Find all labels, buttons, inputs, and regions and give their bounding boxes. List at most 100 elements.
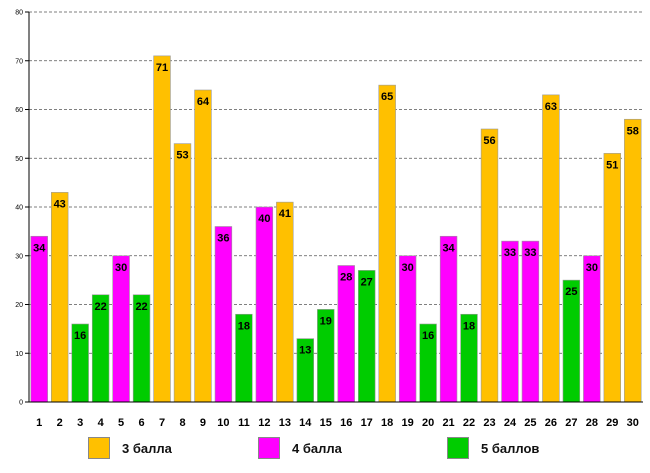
data-label-2: 43 bbox=[54, 198, 66, 210]
x-tick-label-27: 27 bbox=[565, 417, 577, 429]
x-tick-label-25: 25 bbox=[524, 417, 536, 429]
y-tick-label: 60 bbox=[15, 107, 23, 114]
y-tick-label: 30 bbox=[15, 253, 23, 260]
bar-8 bbox=[173, 143, 192, 403]
x-tick-label-7: 7 bbox=[159, 417, 165, 429]
bar-19 bbox=[398, 255, 417, 403]
y-tick-label: 40 bbox=[15, 205, 23, 212]
y-tick-label: 70 bbox=[15, 58, 23, 65]
legend-label-5: 5 баллов bbox=[481, 440, 540, 456]
x-tick-label-26: 26 bbox=[545, 417, 557, 429]
y-tick-label: 0 bbox=[19, 400, 23, 407]
legend-label-4: 4 балла bbox=[292, 440, 342, 456]
data-label-19: 30 bbox=[402, 262, 414, 274]
legend: 3 балла 4 балла 5 баллов bbox=[0, 437, 650, 463]
data-label-1: 34 bbox=[33, 242, 46, 254]
x-tick-label-24: 24 bbox=[504, 417, 517, 429]
legend-item-4: 4 балла bbox=[258, 437, 342, 459]
data-label-16: 28 bbox=[340, 272, 352, 284]
data-label-14: 13 bbox=[299, 345, 311, 357]
data-label-22: 18 bbox=[463, 320, 475, 332]
data-label-17: 27 bbox=[361, 276, 373, 288]
data-label-6: 22 bbox=[135, 301, 147, 313]
bar-24 bbox=[501, 240, 519, 403]
bar-10 bbox=[214, 226, 233, 403]
data-label-15: 19 bbox=[320, 315, 332, 327]
y-tick-label: 50 bbox=[15, 156, 23, 163]
legend-item-5: 5 баллов bbox=[447, 437, 539, 459]
x-tick-label-10: 10 bbox=[217, 417, 229, 429]
data-label-7: 71 bbox=[156, 62, 168, 74]
bar-5 bbox=[112, 255, 130, 403]
data-label-23: 56 bbox=[483, 135, 495, 147]
bar-18 bbox=[378, 84, 396, 403]
x-tick-label-4: 4 bbox=[98, 417, 105, 429]
bar-13 bbox=[276, 201, 294, 403]
data-label-24: 33 bbox=[504, 247, 516, 259]
bar-1 bbox=[30, 235, 48, 403]
data-label-30: 58 bbox=[627, 125, 639, 137]
x-tick-label-2: 2 bbox=[57, 417, 63, 429]
bar-26 bbox=[542, 94, 560, 403]
data-labels: 34 43 16 22 30 22 71 53 64 36 18 40 41 13 19 28 27 65 30 16… bbox=[33, 62, 639, 357]
legend-swatch-3 bbox=[88, 437, 110, 459]
x-tick-label-21: 21 bbox=[442, 417, 454, 429]
bar-23 bbox=[480, 128, 499, 403]
x-tick-label-23: 23 bbox=[483, 417, 495, 429]
legend-item-3: 3 балла bbox=[88, 437, 172, 459]
data-label-28: 30 bbox=[586, 262, 598, 274]
x-tick-label-9: 9 bbox=[200, 417, 206, 429]
x-tick-label-3: 3 bbox=[77, 417, 83, 429]
x-tick-label-11: 11 bbox=[238, 417, 250, 429]
bar-17 bbox=[358, 270, 376, 403]
data-label-13: 41 bbox=[279, 208, 291, 220]
bar-27 bbox=[562, 279, 581, 403]
x-tick-label-13: 13 bbox=[279, 417, 291, 429]
x-tick-label-30: 30 bbox=[627, 417, 639, 429]
x-tick-label-20: 20 bbox=[422, 417, 434, 429]
data-label-25: 33 bbox=[524, 247, 536, 259]
bar-2 bbox=[51, 192, 69, 403]
data-label-27: 25 bbox=[565, 286, 577, 298]
legend-swatch-4 bbox=[258, 437, 280, 459]
y-tick-label: 80 bbox=[15, 10, 23, 17]
data-label-5: 30 bbox=[115, 262, 127, 274]
y-tick-label: 10 bbox=[15, 351, 23, 358]
bar-9 bbox=[194, 89, 212, 403]
data-label-4: 22 bbox=[95, 301, 107, 313]
x-axis-ticks: 1 2 3 4 5 6 7 8 9 10 11 12 13 14 15 16 17 18 19 20 21 22 23 24 2… bbox=[36, 417, 639, 429]
x-tick-label-28: 28 bbox=[586, 417, 598, 429]
x-tick-label-29: 29 bbox=[606, 417, 618, 429]
x-tick-label-22: 22 bbox=[463, 417, 475, 429]
y-tick-label: 20 bbox=[15, 302, 23, 309]
legend-label-3: 3 балла bbox=[122, 440, 172, 456]
data-label-18: 65 bbox=[381, 91, 393, 103]
bar-25 bbox=[521, 240, 540, 403]
x-tick-label-5: 5 bbox=[118, 417, 124, 429]
x-tick-label-15: 15 bbox=[320, 417, 332, 429]
data-label-3: 16 bbox=[74, 330, 86, 342]
x-tick-label-17: 17 bbox=[361, 417, 373, 429]
bar-16 bbox=[337, 265, 355, 403]
x-tick-label-6: 6 bbox=[139, 417, 145, 429]
data-label-12: 40 bbox=[258, 213, 270, 225]
bar-29 bbox=[603, 153, 621, 403]
bar-28 bbox=[583, 255, 601, 403]
data-label-8: 53 bbox=[176, 150, 188, 162]
gridlines bbox=[29, 11, 643, 354]
y-axis-ticks: 0 10 20 30 40 50 60 70 80 bbox=[15, 10, 29, 407]
data-label-29: 51 bbox=[606, 159, 618, 171]
bar-12 bbox=[255, 206, 274, 403]
x-tick-label-16: 16 bbox=[340, 417, 352, 429]
bar-30 bbox=[624, 118, 642, 403]
bar-21 bbox=[439, 235, 458, 403]
x-tick-label-1: 1 bbox=[36, 417, 42, 429]
data-label-26: 63 bbox=[545, 101, 557, 113]
data-label-21: 34 bbox=[442, 242, 455, 254]
bar-7 bbox=[153, 55, 171, 403]
data-label-9: 64 bbox=[197, 96, 210, 108]
x-tick-label-8: 8 bbox=[179, 417, 185, 429]
x-tick-label-14: 14 bbox=[299, 417, 312, 429]
